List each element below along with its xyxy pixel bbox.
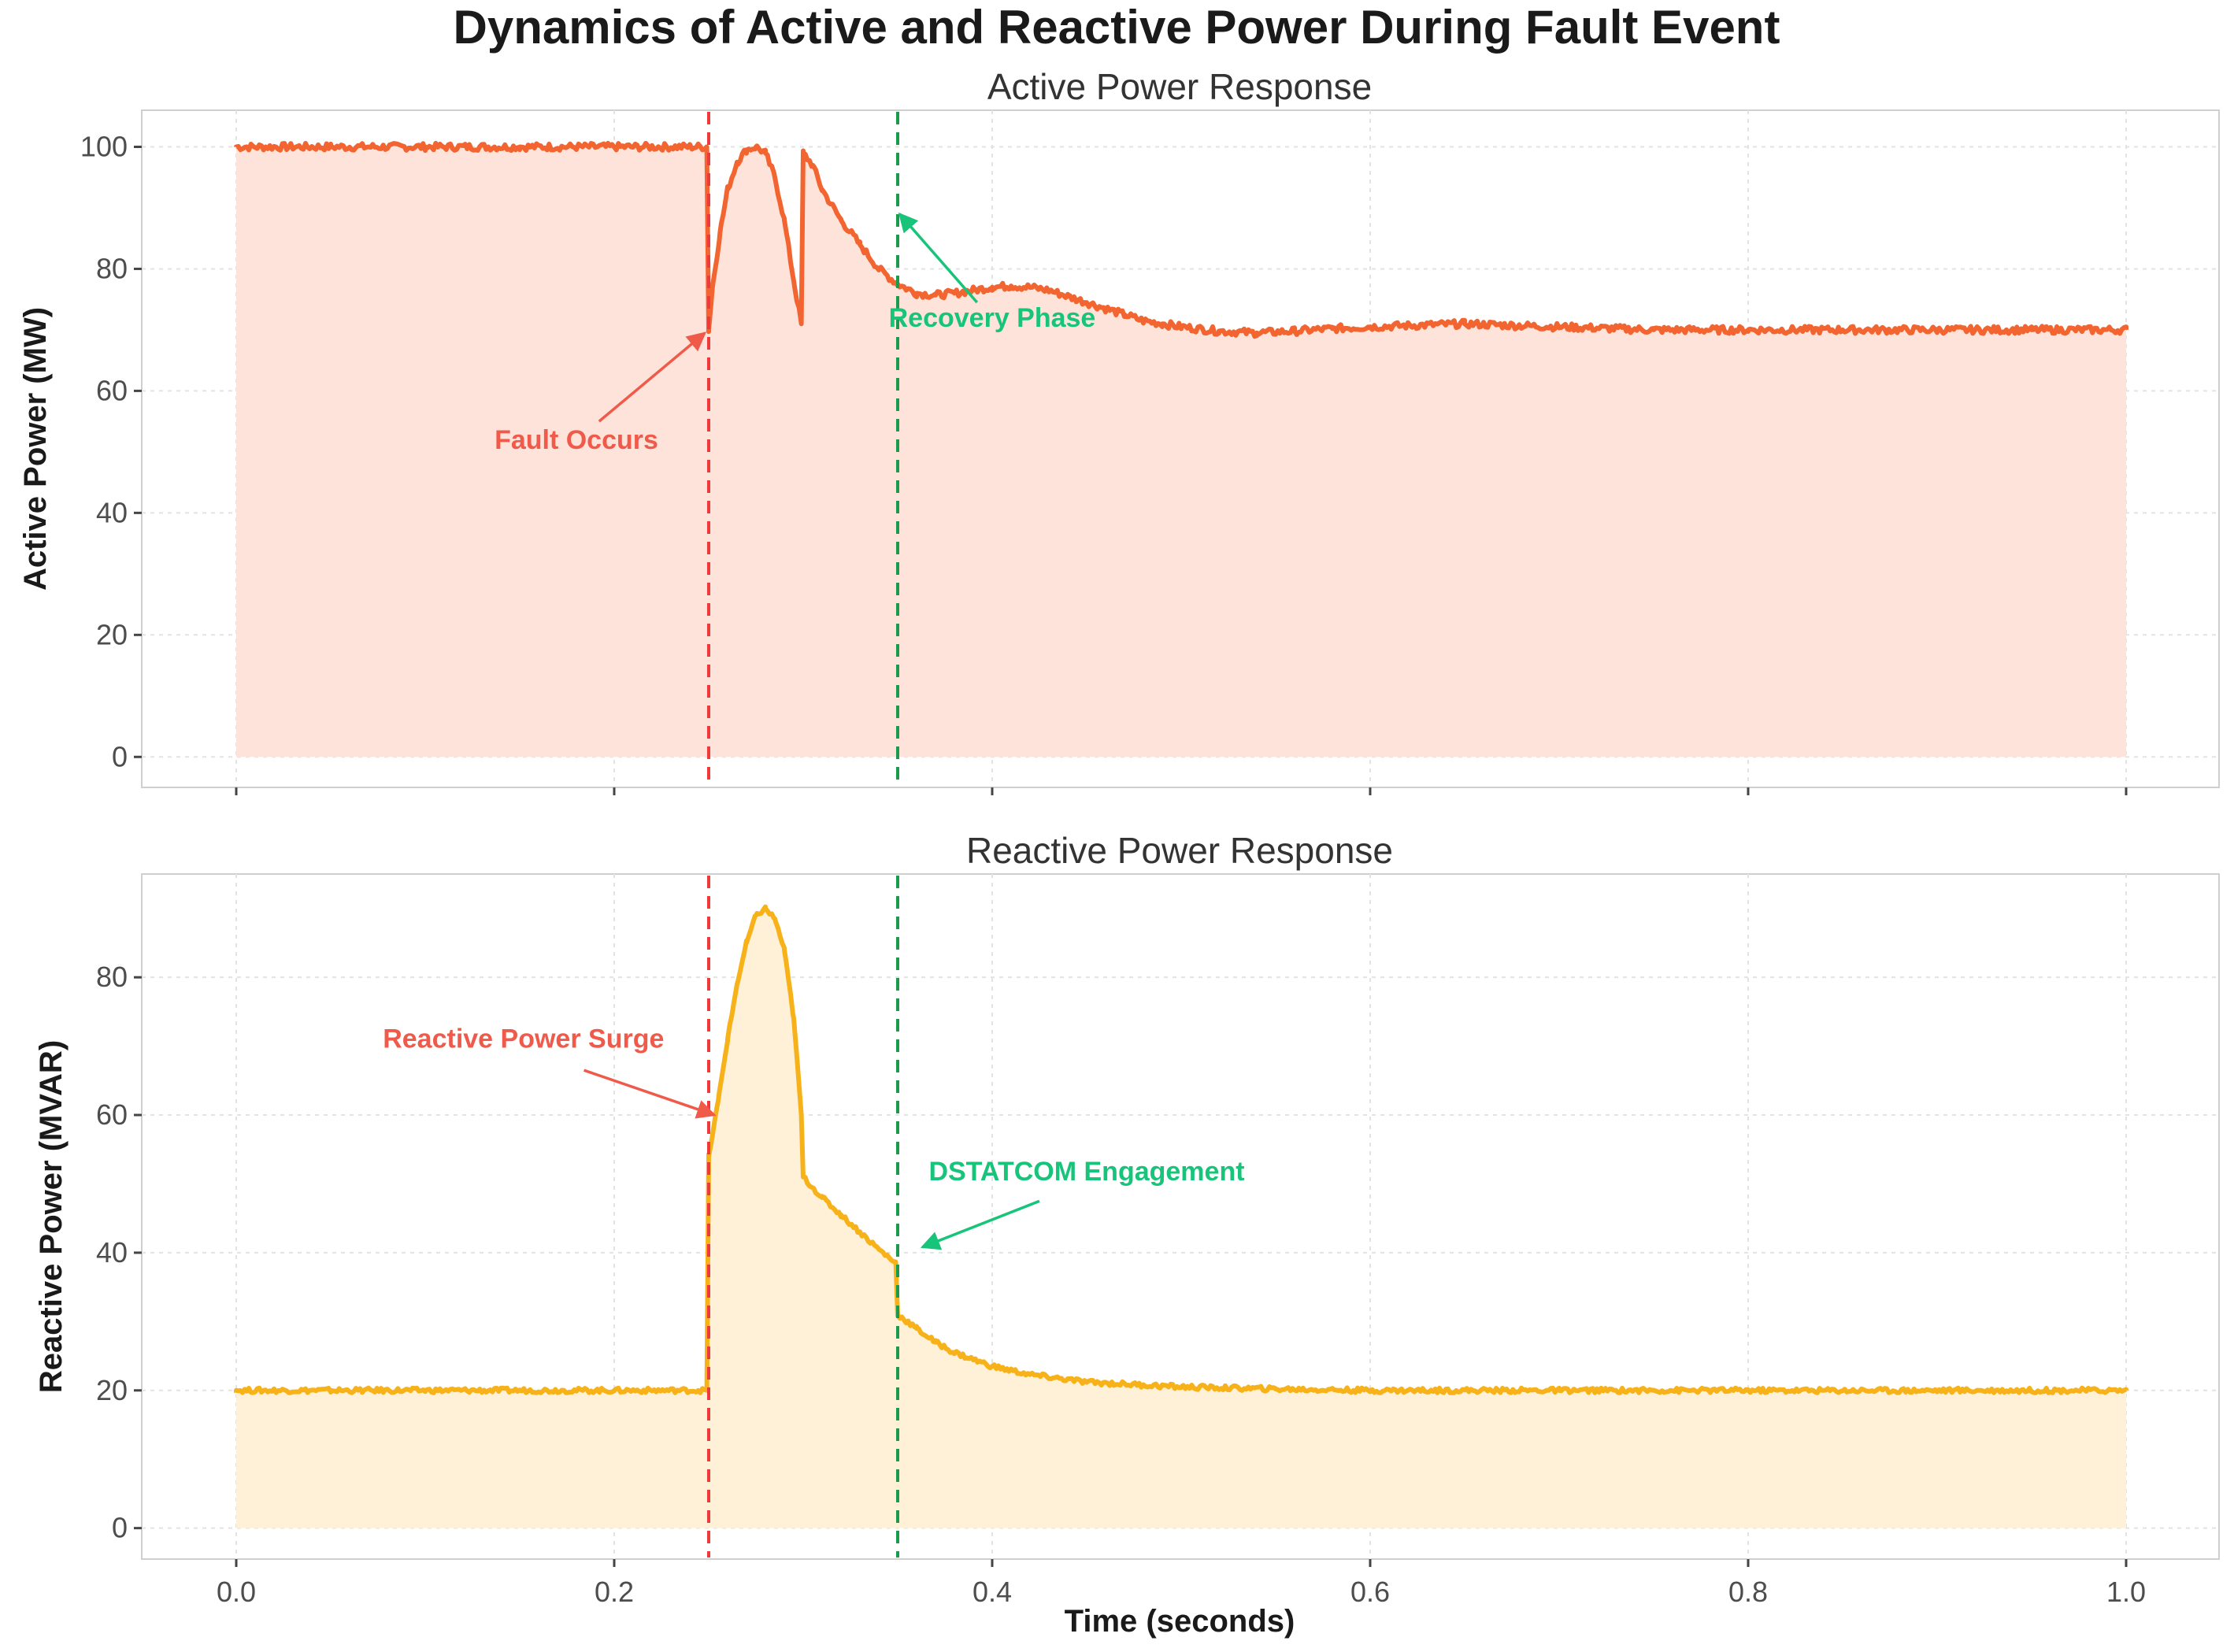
reactive-surge-label: Reactive Power Surge — [383, 1024, 664, 1054]
y-tick-label: 40 — [96, 496, 128, 528]
reactive-y-ticks: 0 20 40 60 80 — [96, 961, 142, 1544]
reactive-x-ticks: 0.0 0.2 0.4 0.6 0.8 1.0 — [217, 1559, 2146, 1608]
y-tick-label: 100 — [80, 130, 128, 162]
y-tick-label: 80 — [96, 961, 128, 993]
y-tick-label: 60 — [96, 374, 128, 406]
x-tick-label: 0.4 — [973, 1576, 1012, 1608]
y-tick-label: 20 — [96, 618, 128, 650]
active-power-line — [234, 140, 2128, 339]
y-tick-label: 80 — [96, 252, 128, 284]
x-tick-label: 0.0 — [217, 1576, 256, 1608]
reactive-y-axis-label: Reactive Power (MVAR) — [34, 1040, 69, 1393]
y-tick-label: 0 — [112, 740, 128, 772]
active-x-ticks — [235, 787, 2128, 795]
reactive-surge-arrow — [584, 1069, 717, 1119]
x-tick-label: 0.6 — [1350, 1576, 1390, 1608]
chart-main-title: Dynamics of Active and Reactive Power Du… — [454, 1, 1780, 54]
y-tick-label: 60 — [96, 1098, 128, 1131]
reactive-power-panel: Reactive Power Response 0 20 40 60 80 0.0 0.2… — [34, 830, 2220, 1639]
recovery-phase-label: Recovery Phase — [889, 303, 1096, 333]
active-panel-title: Active Power Response — [987, 66, 1372, 107]
active-y-axis-label: Active Power (MW) — [18, 307, 53, 591]
recovery-phase-arrow — [898, 212, 979, 304]
reactive-power-line — [234, 904, 2128, 1395]
active-power-panel: Active Power Response 0 20 40 60 80 100 Fault… — [18, 66, 2220, 795]
reactive-panel-title: Reactive Power Response — [966, 830, 1393, 871]
active-y-ticks: 0 20 40 60 80 100 — [80, 130, 142, 772]
y-tick-label: 40 — [96, 1236, 128, 1269]
dstatcom-arrow — [920, 1199, 1040, 1250]
x-tick-label: 1.0 — [2106, 1576, 2146, 1608]
fault-occurs-label: Fault Occurs — [495, 425, 658, 455]
reactive-grid — [142, 874, 2219, 1559]
x-axis-label: Time (seconds) — [1065, 1604, 1295, 1639]
x-tick-label: 0.2 — [595, 1576, 634, 1608]
y-tick-label: 0 — [112, 1512, 128, 1544]
x-tick-label: 0.8 — [1728, 1576, 1768, 1608]
y-tick-label: 20 — [96, 1374, 128, 1406]
dstatcom-label: DSTATCOM Engagement — [928, 1157, 1244, 1187]
fault-occurs-arrow — [598, 332, 707, 423]
